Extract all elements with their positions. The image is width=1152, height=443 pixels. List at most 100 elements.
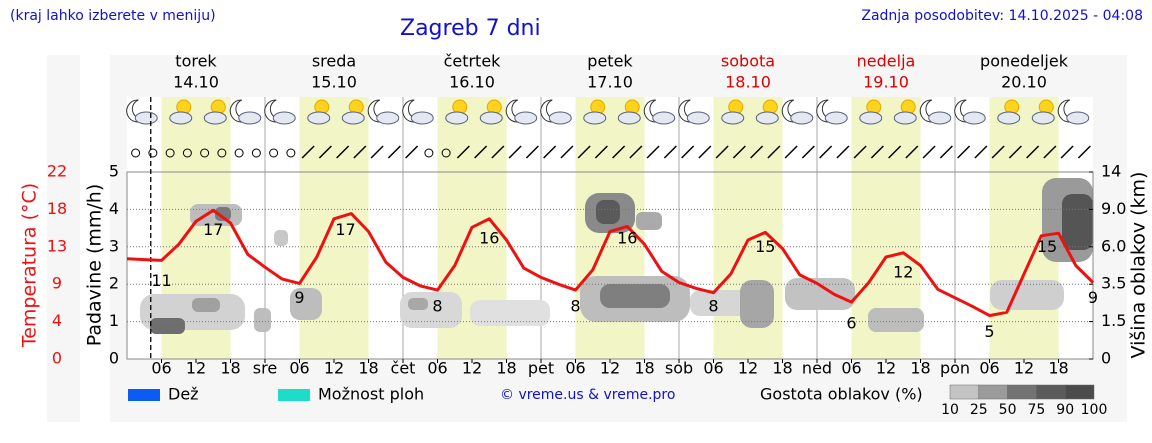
x-tick-label: čet — [391, 359, 416, 378]
cloud — [1031, 111, 1055, 125]
weather-icon — [781, 99, 814, 125]
wind-barb — [456, 145, 470, 159]
chart-title: Zagreb 7 dni — [400, 16, 541, 41]
y-tick-label: 0 — [109, 349, 119, 368]
cloud — [928, 111, 952, 125]
left-panel — [47, 55, 80, 422]
wind-barb — [732, 145, 746, 159]
y2-tick-label: 3.5 — [1101, 274, 1126, 293]
x-tick-label: 12 — [876, 359, 896, 378]
temp-label: 16 — [617, 229, 637, 248]
wind-calm — [217, 148, 227, 158]
cloud-scale-label: 75 — [1027, 402, 1045, 418]
weather-icon — [678, 99, 710, 125]
wind-barb — [1077, 145, 1091, 159]
legend-label: Dež — [168, 385, 199, 404]
wind-calm — [131, 148, 141, 158]
wind-calm — [182, 148, 192, 158]
cloud — [307, 111, 331, 125]
weather-icon — [893, 99, 917, 125]
day-date: 17.10 — [587, 73, 633, 92]
x-tick-label: 18 — [220, 359, 240, 378]
y-tick-label: 5 — [109, 162, 119, 181]
legend-swatch — [278, 389, 310, 401]
wind-barb — [663, 145, 677, 159]
wind-barb — [957, 145, 971, 159]
wind-barb — [681, 145, 695, 159]
temp-label: 11 — [151, 271, 171, 290]
day-date: 15.10 — [311, 73, 357, 92]
x-tick-label: 18 — [1048, 359, 1068, 378]
x-tick-label: 12 — [186, 359, 206, 378]
y-tick-label: 4 — [109, 199, 119, 218]
wind-calm — [251, 148, 261, 158]
wind-barb — [543, 145, 557, 159]
legend-swatch — [128, 389, 160, 401]
x-tick-label: 18 — [634, 359, 654, 378]
x-tick-label: 06 — [979, 359, 999, 378]
y-tick-label: 3 — [109, 236, 119, 255]
cloud — [617, 111, 641, 125]
temp-label: 8 — [432, 297, 442, 316]
credit: © vreme.us & vreme.pro — [500, 387, 675, 403]
y2-tick-label: 14 — [1101, 162, 1121, 181]
y2-tick-label: 6.0 — [1101, 236, 1126, 255]
wind-barb — [1043, 145, 1057, 159]
day-name: sreda — [312, 52, 356, 71]
cloud — [1066, 111, 1090, 125]
cloud-scale-label: 10 — [941, 402, 959, 418]
wind-calm — [269, 148, 279, 158]
temp-axis-title: Temperatura (°C) — [19, 183, 41, 348]
x-tick-label: 12 — [324, 359, 344, 378]
cloud — [962, 111, 986, 125]
weather-icon — [402, 99, 434, 125]
wind-barb — [974, 145, 988, 159]
cloud — [652, 111, 676, 125]
cloud-scale-box — [978, 384, 1008, 400]
x-tick-label: 06 — [151, 359, 171, 378]
wind-calm — [165, 148, 175, 158]
wind-barb — [560, 145, 574, 159]
weather-icon — [583, 99, 607, 125]
wind-barb — [698, 145, 712, 159]
temp-label: 8 — [708, 297, 718, 316]
day-name: nedelja — [857, 52, 916, 71]
weather-icon — [643, 99, 676, 125]
cloud-scale-label: 90 — [1056, 402, 1074, 418]
x-tick-label: 06 — [289, 359, 309, 378]
weather-icon — [954, 99, 986, 125]
x-tick-label: ned — [802, 359, 832, 378]
cloud — [548, 111, 572, 125]
weather-icon — [859, 99, 883, 125]
cloud — [893, 111, 917, 125]
x-tick-label: 06 — [427, 359, 447, 378]
temp-tick-label: 0 — [52, 349, 62, 368]
wind-barb — [870, 145, 884, 159]
weather-icon — [264, 99, 296, 125]
wind-barb — [353, 145, 367, 159]
y2-axis-title: Višina oblakov (km) — [1128, 172, 1150, 359]
x-tick-label: 06 — [841, 359, 861, 378]
cloud — [514, 111, 538, 125]
weather-icon — [721, 99, 745, 125]
update-time: Zadnja posodobitev: 14.10.2025 - 04:08 — [861, 8, 1143, 24]
wind-barb — [784, 145, 798, 159]
wind-barb — [1060, 145, 1074, 159]
cloud-scale-label: 25 — [970, 402, 988, 418]
wind-barb — [491, 145, 505, 159]
cloud — [376, 111, 400, 125]
y2-tick-label: 0 — [1101, 349, 1111, 368]
weather-icon — [126, 99, 158, 125]
weather-icon — [919, 99, 952, 125]
x-tick-label: 06 — [703, 359, 723, 378]
cloud — [997, 111, 1021, 125]
cloud — [203, 111, 227, 125]
x-tick-label: 12 — [1014, 359, 1034, 378]
wind-calm — [286, 148, 296, 158]
wind-calm — [148, 148, 158, 158]
day-name: ponedeljek — [980, 52, 1069, 71]
cloud — [341, 111, 365, 125]
wind-barb — [1008, 145, 1022, 159]
cloud-scale-box — [1064, 384, 1095, 400]
wind-calm — [424, 148, 434, 158]
